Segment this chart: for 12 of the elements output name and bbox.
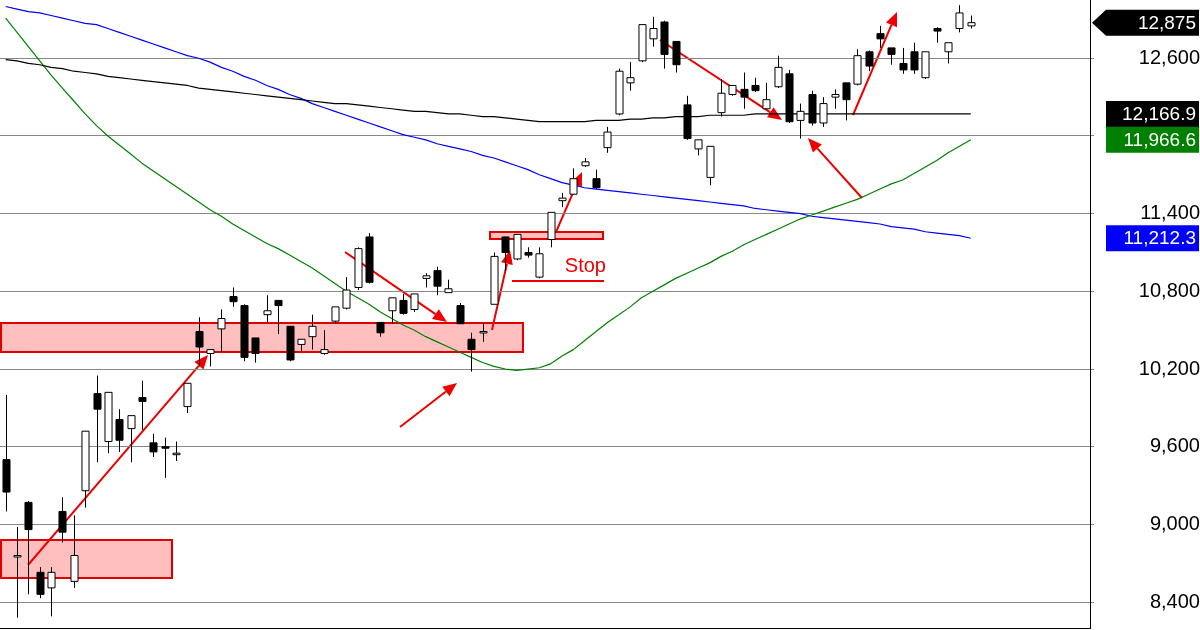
y-tick-label: 10,200 (1138, 356, 1200, 379)
text: 12,875 (1137, 11, 1196, 33)
text: 12,166.9 (1122, 103, 1196, 125)
y-tick-label: 12,600 (1138, 45, 1200, 68)
y-tick-label: 9,600 (1149, 434, 1200, 457)
y-tick-label: 9,000 (1149, 511, 1200, 534)
y-tick-label: 8,400 (1149, 589, 1200, 612)
text: 11,966.6 (1123, 129, 1196, 151)
text: 11,212.3 (1123, 227, 1196, 249)
y-tick-label: 11,400 (1140, 201, 1200, 224)
annotation: Stop (564, 253, 606, 276)
y-tick-label: 10,800 (1138, 278, 1200, 301)
